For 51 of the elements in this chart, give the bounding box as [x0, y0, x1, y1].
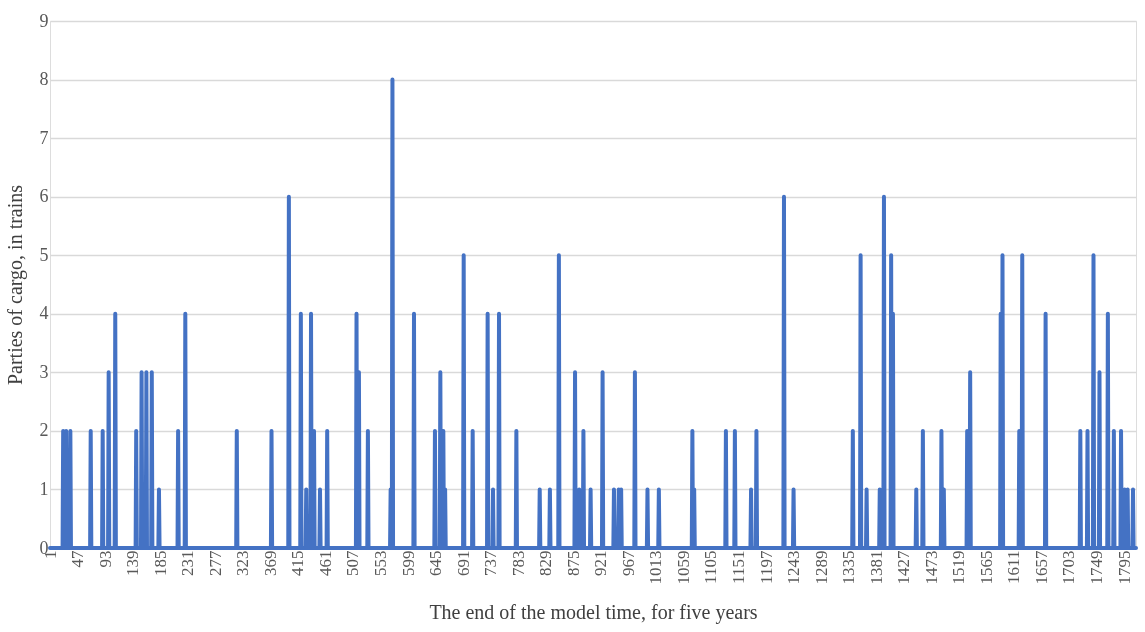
x-tick-label: 1657 — [1031, 550, 1051, 585]
x-tick-label: 1427 — [894, 550, 914, 585]
x-tick-label: 1013 — [646, 550, 666, 585]
x-tick-label: 369 — [260, 550, 280, 576]
x-tick-label: 1473 — [921, 550, 941, 585]
y-tick-label: 4 — [39, 303, 49, 324]
y-axis-title: Parties of cargo, in trains — [3, 184, 27, 386]
x-tick-label: 875 — [563, 550, 583, 576]
x-tick-label: 921 — [591, 550, 611, 576]
x-tick-label: 139 — [123, 550, 143, 576]
x-tick-label: 645 — [426, 550, 446, 576]
y-tick-label: 8 — [39, 69, 49, 90]
line-series — [48, 77, 1138, 550]
x-tick-label: 1565 — [976, 550, 996, 585]
x-tick-label: 231 — [178, 550, 198, 576]
x-tick-label: 1059 — [673, 550, 693, 585]
x-tick-label: 967 — [618, 550, 638, 576]
y-tick-label: 7 — [39, 127, 49, 148]
x-tick-label: 1519 — [949, 550, 969, 585]
x-tick-label: 461 — [315, 550, 335, 576]
y-tick-label: 9 — [39, 10, 49, 31]
x-tick-label: 829 — [536, 550, 556, 576]
x-tick-label: 277 — [205, 550, 225, 576]
y-tick-label: 3 — [39, 361, 49, 382]
x-tick-label: 1105 — [701, 550, 721, 584]
x-tick-label: 47 — [68, 550, 88, 568]
x-tick-label: 1703 — [1059, 550, 1079, 585]
x-tick-label: 1795 — [1114, 550, 1134, 585]
x-tick-label: 1289 — [811, 550, 831, 585]
y-tick-label: 5 — [39, 244, 49, 265]
x-tick-label: 1381 — [866, 550, 886, 585]
x-tick-label: 1197 — [756, 550, 776, 584]
x-tick-label: 507 — [343, 550, 363, 576]
x-tick-label: 1243 — [784, 550, 804, 585]
x-tick-label: 1611 — [1004, 550, 1024, 584]
x-tick-label: 1335 — [839, 550, 859, 585]
x-tick-label: 553 — [370, 550, 390, 576]
x-tick-label: 415 — [288, 550, 308, 576]
x-tick-label: 323 — [233, 550, 253, 576]
x-tick-label: 783 — [508, 550, 528, 576]
x-tick-label: 737 — [481, 550, 501, 576]
y-tick-label: 1 — [39, 478, 49, 499]
x-tick-label: 1151 — [728, 550, 748, 584]
x-axis-title: The end of the model time, for five years — [429, 600, 758, 624]
x-tick-label: 1749 — [1086, 550, 1106, 585]
y-tick-label: 2 — [39, 420, 49, 441]
x-tick-label: 691 — [453, 550, 473, 576]
x-tick-label: 93 — [95, 550, 115, 568]
y-tick-label: 6 — [39, 186, 49, 207]
x-tick-label: 599 — [398, 550, 418, 576]
x-tick-label: 185 — [150, 550, 170, 576]
